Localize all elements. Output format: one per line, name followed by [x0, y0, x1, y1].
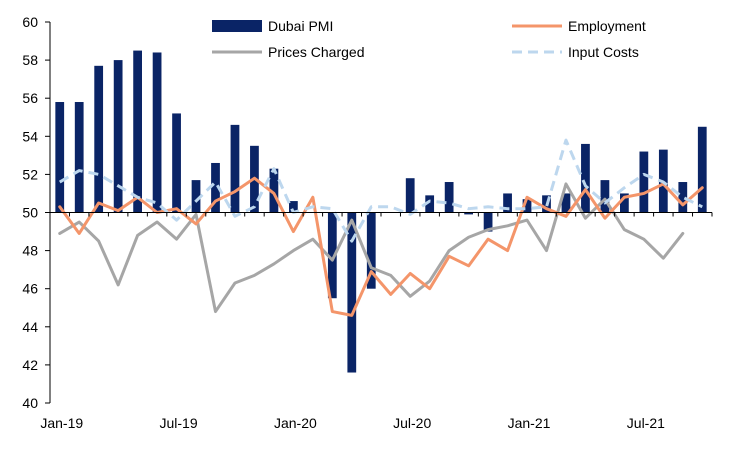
y-tick-label: 50 [22, 205, 38, 221]
line-prices-charged [58, 182, 685, 314]
bar-dubai-pmi-mar-21 [561, 193, 571, 213]
legend-label-employment: Employment [568, 18, 646, 34]
bar-dubai-pmi-may-20 [366, 212, 376, 289]
y-tick-label: 60 [22, 14, 38, 30]
bar-dubai-pmi-jul-20 [405, 178, 415, 213]
bar-dubai-pmi-apr-21 [581, 143, 590, 213]
bar-dubai-pmi-dec-19 [269, 168, 279, 213]
y-tick-label: 48 [22, 243, 38, 259]
bar-dubai-pmi-sep-21 [678, 182, 688, 213]
bar-series-dubai-pmi [55, 50, 707, 373]
legend-label-input-costs: Input Costs [568, 44, 639, 60]
legend-swatch-dubai-pmi [212, 20, 262, 32]
y-tick-label: 40 [22, 395, 38, 411]
x-tick-label: Jul-20 [393, 415, 431, 431]
bar-dubai-pmi-jun-19 [152, 52, 162, 213]
x-axis: Jan-19 Jul-19 Jan-20 Jul-20 Jan-21 Jul-21 [40, 212, 713, 431]
bar-dubai-pmi-jul-19 [172, 113, 181, 213]
legend-label-dubai-pmi: Dubai PMI [268, 18, 333, 34]
bar-dubai-pmi-oct-19 [230, 124, 240, 213]
bar-dubai-pmi-sep-20 [444, 182, 454, 213]
x-tick-label: Jan-19 [40, 415, 83, 431]
y-tick-label: 46 [22, 281, 38, 297]
bar-dubai-pmi-aug-20 [425, 195, 435, 213]
y-tick-label: 44 [22, 319, 38, 335]
bar-dubai-pmi-sep-19 [211, 162, 220, 213]
bar-dubai-pmi-may-19 [133, 50, 142, 213]
bar-dubai-pmi-aug-19 [191, 180, 201, 213]
x-tick-label: Jan-20 [274, 415, 317, 431]
legend-label-prices-charged: Prices Charged [268, 44, 365, 60]
bar-dubai-pmi-nov-20 [483, 212, 493, 232]
y-tick-label: 54 [22, 128, 38, 144]
bar-dubai-pmi-mar-20 [327, 212, 337, 299]
y-tick-label: 52 [22, 166, 38, 182]
bar-dubai-pmi-apr-20 [347, 212, 357, 373]
bar-dubai-pmi-jan-21 [522, 199, 532, 213]
x-tick-label: Jan-21 [508, 415, 551, 431]
bar-dubai-pmi-dec-20 [503, 193, 512, 213]
legend: Dubai PMI Employment Prices Charged Input C… [212, 18, 646, 60]
bar-dubai-pmi-oct-20 [464, 212, 473, 215]
line-series-group [58, 138, 704, 317]
bar-dubai-pmi-jun-21 [620, 193, 629, 213]
bar-dubai-pmi-oct-21 [697, 126, 707, 213]
y-tick-label: 42 [22, 357, 38, 373]
bar-dubai-pmi-apr-19 [113, 60, 123, 213]
bar-dubai-pmi-jan-19 [55, 102, 65, 213]
bar-dubai-pmi-may-21 [600, 180, 610, 213]
x-tick-label: Jul-19 [159, 415, 197, 431]
y-axis: 40 42 44 46 48 50 52 54 56 58 60 [22, 14, 50, 411]
bar-dubai-pmi-jan-20 [289, 201, 298, 213]
bar-dubai-pmi-mar-19 [94, 65, 104, 213]
y-tick-label: 58 [22, 52, 38, 68]
line-input-costs [58, 138, 703, 243]
y-tick-label: 56 [22, 90, 38, 106]
x-tick-label: Jul-21 [627, 415, 665, 431]
bar-dubai-pmi-feb-19 [74, 102, 84, 213]
bar-dubai-pmi-jul-21 [639, 151, 649, 213]
